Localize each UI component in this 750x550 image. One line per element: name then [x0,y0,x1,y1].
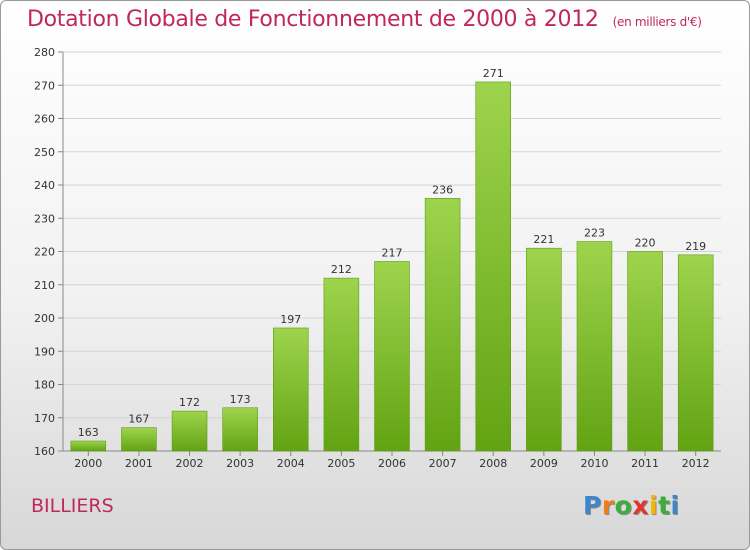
bar [121,427,157,452]
logo-letter: r [601,491,615,520]
bar [576,241,613,452]
y-tick-label: 170 [34,412,55,425]
x-tick-label: 2001 [125,457,153,470]
x-tick-label: 2002 [176,457,204,470]
bar [374,261,410,452]
value-label: 217 [382,246,403,259]
value-label: 212 [331,263,352,276]
chart-subtitle: (en milliers d'€) [612,15,702,29]
x-tick-label: 2009 [530,457,558,470]
y-tick-label: 250 [34,146,55,159]
bar [627,251,663,452]
logo-letter: o [614,491,633,520]
bar [677,254,714,452]
chart-title: Dotation Globale de Fonctionnement de 20… [27,7,702,32]
value-label: 173 [230,393,251,406]
y-tick-label: 240 [34,179,55,192]
value-labels: 163 167 172 173 197 212 217 236 271 221 223 220 219 [78,67,706,439]
bar [424,198,461,452]
value-label: 271 [483,67,504,80]
y-tick-label: 280 [34,46,55,59]
proxiti-logo: Proxiti [583,491,680,520]
x-tick-label: 2008 [479,457,507,470]
value-label: 236 [432,183,453,196]
y-tick-label: 270 [34,79,55,92]
x-tick-label: 2006 [378,457,406,470]
y-tick-label: 200 [34,312,55,325]
value-label: 223 [584,227,605,240]
x-tick-label: 2004 [277,457,305,470]
y-tick-label: 190 [34,345,55,358]
y-tick-label: 160 [34,445,55,458]
x-tick-label: 2005 [327,457,355,470]
bar [526,247,562,452]
bar [222,407,258,452]
chart-title-text: Dotation Globale de Fonctionnement de 20… [27,7,599,32]
bar [323,277,360,452]
bar [70,440,107,452]
logo-letter: i [649,491,659,520]
logo-letter: t [658,491,671,520]
x-tick-label: 2003 [226,457,254,470]
logo-letter: x [632,491,649,520]
value-label: 219 [685,240,706,253]
bar [171,410,208,452]
y-tick-label: 230 [34,212,55,225]
bar [273,327,309,452]
logo-letter: P [583,491,602,520]
y-tick-label: 180 [34,379,55,392]
y-tick-label: 210 [34,279,55,292]
logo-letter: i [670,491,680,520]
commune-name: BILLIERS [31,495,114,517]
value-label: 220 [635,237,656,250]
axes: 160 170 180 190 200 210 220 230 240 250 260 270 280 2… [34,46,721,470]
value-label: 221 [533,233,554,246]
value-label: 172 [179,396,200,409]
y-tick-label: 220 [34,246,55,259]
y-tick-label: 260 [34,113,55,126]
value-label: 197 [280,313,301,326]
value-label: 163 [78,426,99,439]
x-tick-label: 2011 [631,457,659,470]
x-tick-label: 2010 [580,457,608,470]
bars [70,81,714,452]
x-tick-label: 2000 [74,457,102,470]
value-label: 167 [128,413,149,426]
x-tick-label: 2007 [429,457,457,470]
x-tick-label: 2012 [682,457,710,470]
bar [475,81,511,452]
